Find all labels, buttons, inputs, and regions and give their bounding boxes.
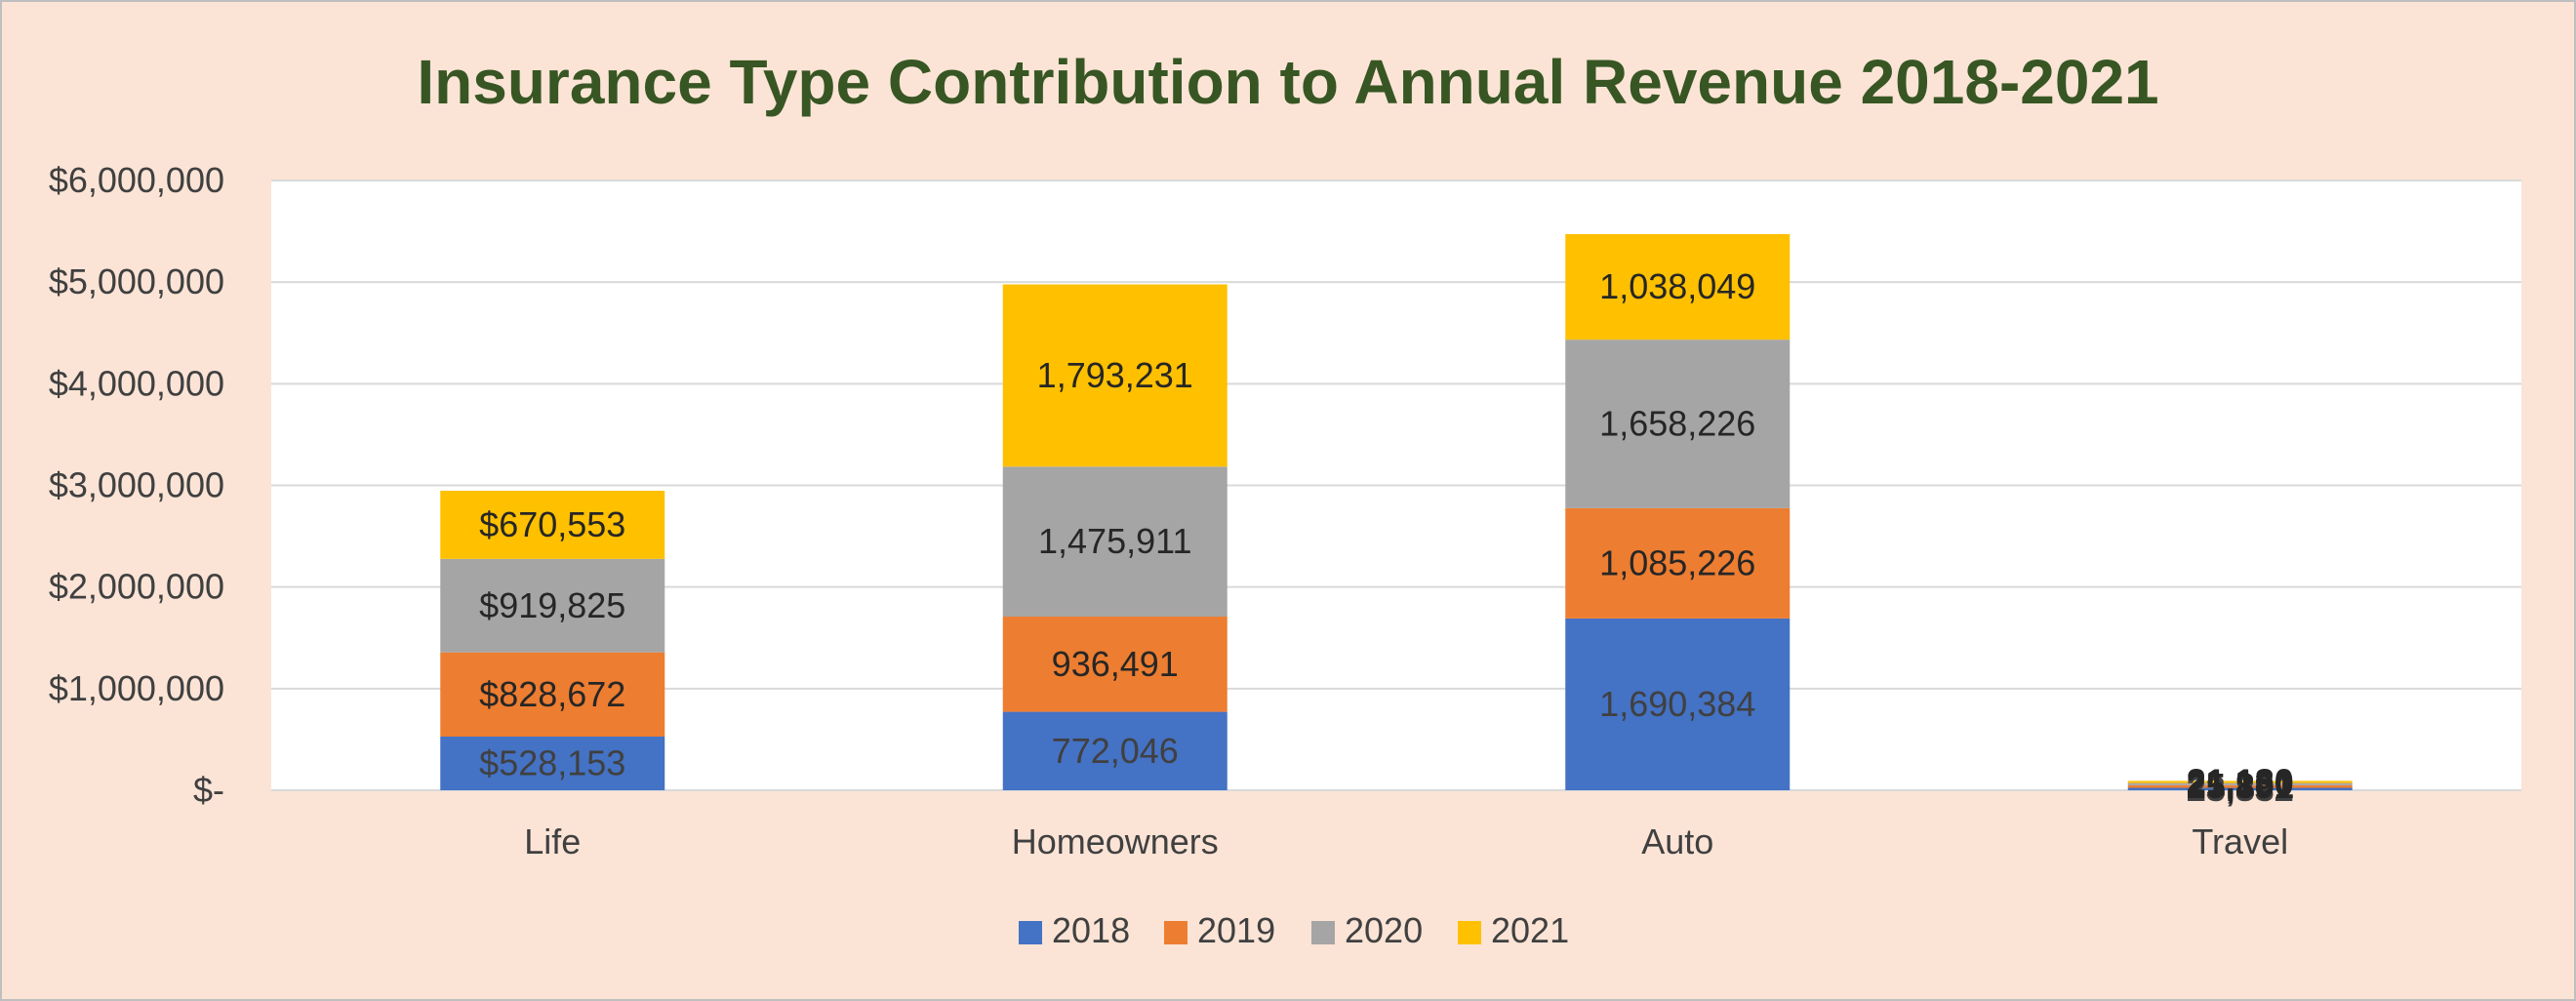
data-label-2018-life: $528,153 (479, 742, 625, 782)
data-label-2018-travel: 23,832 (2187, 769, 2294, 809)
bar-2020-life (440, 558, 665, 653)
bars (440, 234, 2353, 790)
bar-2021-travel (2127, 781, 2353, 783)
bar-2019-auto (1565, 507, 1791, 619)
data-label-2021-life: $670,553 (479, 504, 625, 544)
bar-labels: $528,153 $828,672 $919,825 $670,553 772,046 9… (479, 266, 2294, 809)
x-axis: Life Homeowners Auto Travel (524, 821, 2288, 861)
legend-label-2020: 2020 (1345, 910, 1423, 950)
bar-2020-travel (2127, 782, 2353, 785)
bar-2020-auto (1565, 340, 1791, 508)
data-label-2020-auto: 1,658,226 (1599, 404, 1755, 444)
bar-2018-homeowners (1002, 711, 1228, 790)
y-axis: $- $1,000,000 $2,000,000 $3,000,000 $4,000,0… (49, 160, 224, 810)
bar-2020-homeowners (1002, 466, 1228, 618)
bar-2018-auto (1565, 618, 1791, 790)
bar-2021-life (440, 490, 665, 559)
data-label-2019-homeowners: 936,491 (1052, 644, 1179, 684)
bar-2019-life (440, 652, 665, 737)
data-label-2019-auto: 1,085,226 (1599, 542, 1755, 582)
bar-2021-homeowners (1002, 284, 1228, 467)
data-label-2019-life: $828,672 (479, 674, 625, 714)
y-tick-label: $5,000,000 (49, 261, 224, 301)
bar-2019-homeowners (1002, 617, 1228, 712)
legend-swatch-2020 (1311, 921, 1335, 944)
bar-2018-travel (2127, 787, 2353, 790)
legend-label-2021: 2021 (1491, 910, 1569, 950)
data-label-2020-life: $919,825 (479, 585, 625, 625)
chart-title: Insurance Type Contribution to Annual Re… (417, 47, 2158, 117)
x-tick-label: Life (524, 821, 581, 861)
bar-2018-life (440, 736, 665, 790)
legend-swatch-2019 (1164, 921, 1187, 944)
x-tick-label: Auto (1641, 821, 1713, 861)
x-tick-label: Homeowners (1012, 821, 1219, 861)
y-tick-label: $3,000,000 (49, 465, 224, 505)
data-label-2020-homeowners: 1,475,911 (1038, 521, 1191, 561)
data-label-2019-travel: 25,891 (2187, 766, 2294, 806)
legend-swatch-2018 (1019, 921, 1042, 944)
y-tick-label: $- (193, 770, 224, 810)
bar-2019-travel (2127, 784, 2353, 788)
y-tick-label: $6,000,000 (49, 160, 224, 200)
data-label-2021-travel: 21,180 (2187, 762, 2294, 802)
y-tick-label: $2,000,000 (49, 567, 224, 607)
bar-2021-auto (1565, 234, 1791, 340)
data-label-2021-homeowners: 1,793,231 (1037, 355, 1193, 395)
legend: 2018 2019 2020 2021 (1019, 910, 1569, 950)
legend-label-2018: 2018 (1052, 910, 1130, 950)
legend-swatch-2021 (1458, 921, 1481, 944)
data-label-2020-travel: 21,130 (2187, 764, 2294, 804)
x-tick-label: Travel (2192, 821, 2288, 861)
data-label-2018-homeowners: 772,046 (1052, 731, 1179, 771)
legend-label-2019: 2019 (1197, 910, 1275, 950)
y-tick-label: $1,000,000 (49, 668, 224, 708)
data-label-2018-auto: 1,690,384 (1599, 684, 1755, 724)
y-tick-label: $4,000,000 (49, 363, 224, 403)
data-label-2021-auto: 1,038,049 (1599, 266, 1755, 306)
